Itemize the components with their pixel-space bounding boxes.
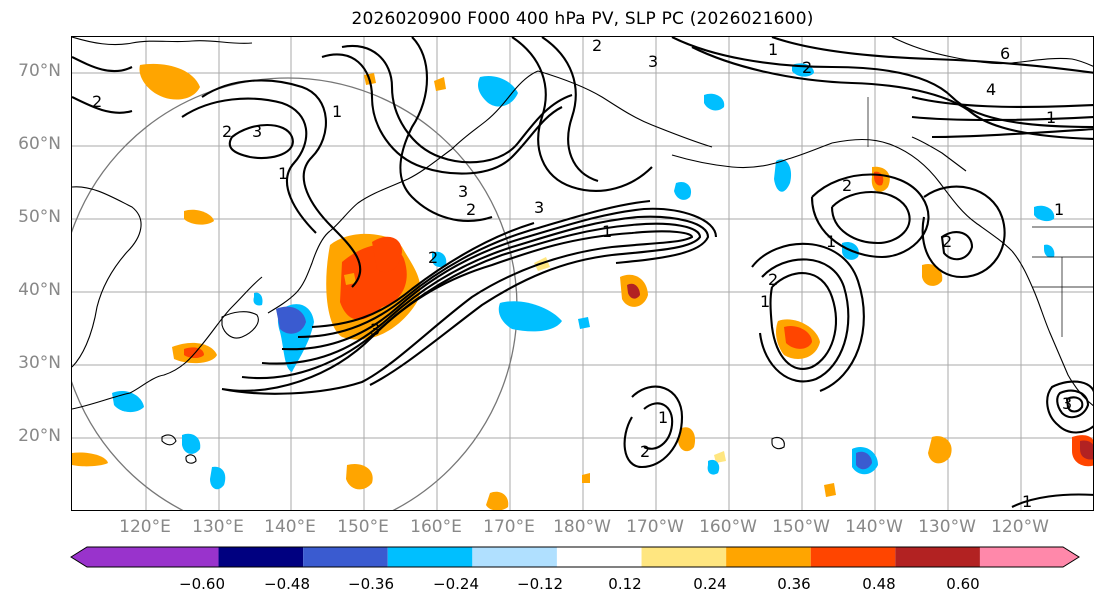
colorbar-tick: −0.48 bbox=[264, 575, 310, 593]
lon-label-160e: 160°E bbox=[410, 517, 462, 537]
lat-label-40n: 40°N bbox=[18, 280, 61, 300]
colorbar-tick: 0.36 bbox=[777, 575, 811, 593]
colorbar-swatches bbox=[70, 546, 1080, 568]
colorbar-swatch bbox=[641, 547, 727, 567]
lon-label-170e: 170°E bbox=[483, 517, 535, 537]
contour-label: 2 bbox=[640, 442, 650, 461]
map-panel[interactable]: 1 2 3 3 1 2 3 3 2 3 2 1 2 6 4 2 1 2 2 1 … bbox=[71, 36, 1094, 511]
contour-label: 1 bbox=[602, 222, 612, 241]
colorbar-tick: −0.60 bbox=[179, 575, 225, 593]
colorbar-swatch bbox=[810, 547, 896, 567]
map-canvas: 1 2 3 3 1 2 3 3 2 3 2 1 2 6 4 2 1 2 2 1 … bbox=[72, 37, 1093, 511]
contour-label: 4 bbox=[986, 80, 996, 99]
lat-label-50n: 50°N bbox=[18, 207, 61, 227]
contour-label: 1 bbox=[278, 164, 288, 183]
colorbar bbox=[55, 546, 1095, 572]
colorbar-swatch bbox=[387, 547, 473, 567]
colorbar-tick: 0.24 bbox=[693, 575, 727, 593]
colorbar-outline bbox=[70, 546, 1080, 568]
colorbar-min-extension bbox=[71, 547, 87, 567]
lon-label-130w: 130°W bbox=[918, 517, 976, 537]
colorbar-swatch bbox=[979, 547, 1063, 567]
contour-label: 3 bbox=[1062, 394, 1072, 413]
lon-label-120e: 120°E bbox=[119, 517, 171, 537]
contour-label: 2 bbox=[222, 122, 232, 141]
lon-label-150e: 150°E bbox=[337, 517, 389, 537]
contour-label: 3 bbox=[252, 122, 262, 141]
lon-label-130e: 130°E bbox=[192, 517, 244, 537]
colorbar-tick: −0.36 bbox=[348, 575, 394, 593]
contour-label: 1 bbox=[826, 232, 836, 251]
lon-label-180w: 180°W bbox=[553, 517, 611, 537]
contour-label: 1 bbox=[760, 292, 770, 311]
lon-label-160w: 160°W bbox=[699, 517, 757, 537]
colorbar-tick: 0.60 bbox=[946, 575, 980, 593]
contour-label: 2 bbox=[92, 92, 102, 111]
lon-label-140w: 140°W bbox=[845, 517, 903, 537]
contour-labels: 1 2 3 3 1 2 3 3 2 3 2 1 2 6 4 2 1 2 2 1 … bbox=[92, 37, 1072, 511]
lon-label-170w: 170°W bbox=[626, 517, 684, 537]
contour-label: 2 bbox=[466, 200, 476, 219]
contour-label: 2 bbox=[842, 176, 852, 195]
colorbar-max-extension bbox=[1063, 547, 1079, 567]
colorbar-swatch bbox=[895, 547, 980, 567]
political-boundaries bbox=[867, 97, 1093, 337]
contour-label: 1 bbox=[658, 408, 668, 427]
colorbar-swatch bbox=[303, 547, 388, 567]
colorbar-swatch bbox=[556, 547, 642, 567]
contour-label: 2 bbox=[802, 58, 812, 77]
contour-label: 1 bbox=[1022, 492, 1032, 511]
colorbar-tick: −0.12 bbox=[517, 575, 563, 593]
lat-label-60n: 60°N bbox=[18, 134, 61, 154]
colorbar-tick: 0.12 bbox=[608, 575, 642, 593]
contour-label: 3 bbox=[648, 52, 658, 71]
contour-label: 2 bbox=[768, 270, 778, 289]
lat-label-30n: 30°N bbox=[18, 353, 61, 373]
coastlines bbox=[72, 37, 1093, 464]
map-title: 2026020900 F000 400 hPa PV, SLP PC (2026… bbox=[351, 9, 814, 29]
colorbar-swatch bbox=[87, 547, 219, 567]
colorbar-tick: −0.24 bbox=[433, 575, 479, 593]
contour-label: 1 bbox=[1046, 108, 1056, 127]
contour-label: 1 bbox=[1054, 200, 1064, 219]
colorbar-swatch bbox=[218, 547, 304, 567]
contour-label: 6 bbox=[1000, 44, 1010, 63]
lon-label-120w: 120°W bbox=[991, 517, 1049, 537]
contour-label: 2 bbox=[428, 248, 438, 267]
contour-label: 2 bbox=[942, 232, 952, 251]
lon-label-150w: 150°W bbox=[772, 517, 830, 537]
colorbar-swatch bbox=[472, 547, 557, 567]
slp-contours bbox=[72, 37, 1093, 508]
colorbar-swatch bbox=[726, 547, 811, 567]
colorbar-tick: 0.48 bbox=[862, 575, 896, 593]
lat-label-70n: 70°N bbox=[18, 61, 61, 81]
contour-label: 1 bbox=[332, 102, 342, 121]
contour-label: 3 bbox=[370, 320, 380, 339]
contour-label: 3 bbox=[458, 182, 468, 201]
contour-label: 1 bbox=[768, 40, 778, 59]
contour-label: 2 bbox=[592, 37, 602, 55]
lat-label-20n: 20°N bbox=[18, 426, 61, 446]
contour-label: 3 bbox=[534, 198, 544, 217]
lon-label-140e: 140°E bbox=[264, 517, 316, 537]
